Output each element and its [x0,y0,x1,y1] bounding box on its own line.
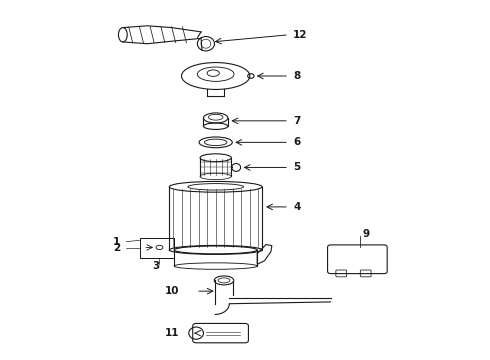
Text: 2: 2 [113,243,121,253]
Text: 8: 8 [294,71,301,81]
Text: 12: 12 [293,30,307,40]
Text: 3: 3 [152,261,159,271]
Bar [140,238,174,258]
Text: 1: 1 [113,237,121,247]
Text: 6: 6 [294,138,301,147]
Text: 11: 11 [165,328,179,338]
Text: 7: 7 [294,116,301,126]
Text: 10: 10 [165,286,179,296]
Text: 5: 5 [294,162,301,172]
Text: 4: 4 [294,202,301,212]
Text: 9: 9 [362,229,369,239]
